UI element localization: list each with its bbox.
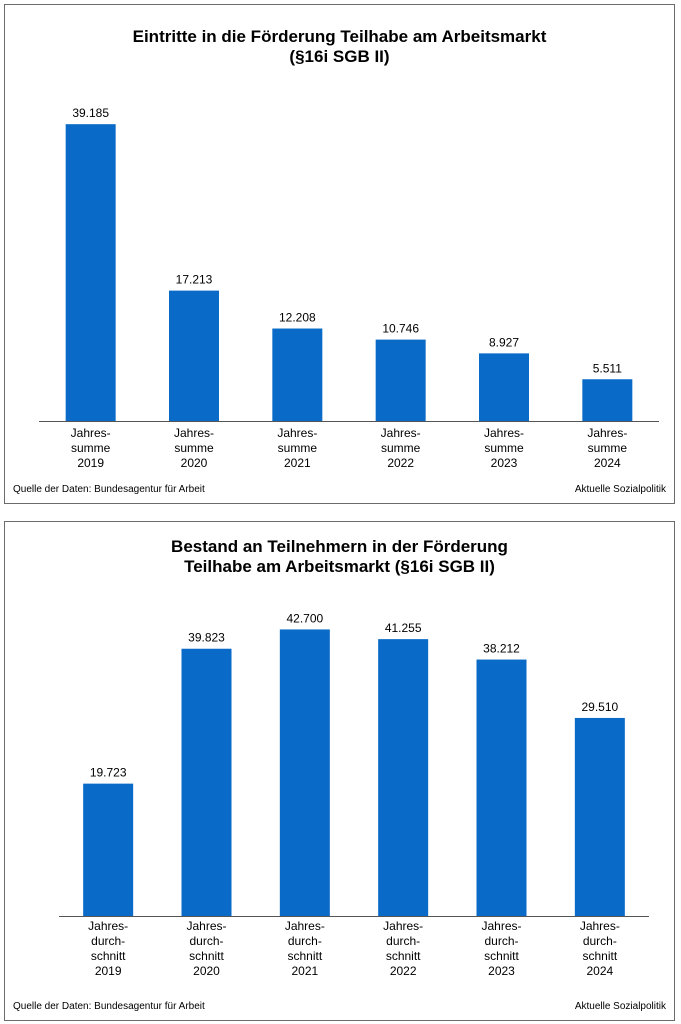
bar-value-label: 8.927 xyxy=(489,335,519,349)
category-tick-label: Jahres-summe 2019 xyxy=(71,426,111,470)
chart-panel-participants: Bestand an Teilnehmern in der Förderung … xyxy=(4,521,675,1021)
bar-chart-participants: 19.723 Jahres-durch-schnitt 2019 39.823 Jahr… xyxy=(59,611,649,978)
bar-value-label: 29.510 xyxy=(581,700,618,714)
bar xyxy=(65,124,116,422)
category-tick-label: Jahres-summe 2024 xyxy=(587,426,627,470)
bar xyxy=(574,717,625,916)
bar-value-label: 17.213 xyxy=(176,273,213,287)
category-tick-label: Jahres-summe 2021 xyxy=(277,426,317,470)
bar-value-label: 12.208 xyxy=(279,311,316,325)
category-tick-label: Jahres-summe 2020 xyxy=(174,426,214,470)
source-note: Quelle der Daten: Bundesagentur für Arbe… xyxy=(13,484,205,495)
bar xyxy=(378,639,429,916)
chart-title-line: Eintritte in die Förderung Teilhabe am A… xyxy=(132,27,547,46)
category-tick-label: Jahres-durch-schnitt 2022 xyxy=(383,919,423,978)
bar xyxy=(476,659,527,916)
category-tick-label: Jahres-durch-schnitt 2020 xyxy=(186,919,226,978)
chart-title-line: Teilhabe am Arbeitsmarkt (§16i SGB II) xyxy=(184,557,495,576)
bar xyxy=(279,629,330,916)
bar-chart-entries: 39.185 Jahres-summe 2019 17.213 Jahres-summe… xyxy=(39,106,659,470)
bar xyxy=(479,353,529,421)
bar-value-label: 10.746 xyxy=(382,322,419,336)
source-note: Quelle der Daten: Bundesagentur für Arbe… xyxy=(13,1001,205,1012)
chart-title: Bestand an Teilnehmern in der Förderung … xyxy=(5,537,674,577)
chart-title-line: Bestand an Teilnehmern in der Förderung xyxy=(171,537,508,556)
credit-note: Aktuelle Sozialpolitik xyxy=(574,1001,666,1012)
bar-value-label: 42.700 xyxy=(286,611,323,625)
credit-note: Aktuelle Sozialpolitik xyxy=(574,484,666,495)
category-tick-label: Jahres-durch-schnitt 2024 xyxy=(580,919,620,978)
bar-value-label: 41.255 xyxy=(385,621,422,635)
bar xyxy=(83,783,134,916)
chart-panel-entries: Eintritte in die Förderung Teilhabe am A… xyxy=(4,4,675,504)
bar xyxy=(169,290,219,421)
bar xyxy=(272,328,323,421)
bar-value-label: 38.212 xyxy=(483,642,520,656)
category-tick-label: Jahres-summe 2023 xyxy=(484,426,524,470)
bar-value-label: 5.511 xyxy=(593,361,622,375)
chart-title-line: (§16i SGB II) xyxy=(289,47,390,66)
bar xyxy=(181,648,232,916)
chart-title: Eintritte in die Förderung Teilhabe am A… xyxy=(5,27,674,67)
bar-value-label: 19.723 xyxy=(90,766,127,780)
bar xyxy=(375,339,426,421)
category-tick-label: Jahres-durch-schnitt 2019 xyxy=(88,919,128,978)
category-tick-label: Jahres-durch-schnitt 2021 xyxy=(285,919,325,978)
bar-value-label: 39.823 xyxy=(188,631,225,645)
category-tick-label: Jahres-summe 2022 xyxy=(381,426,421,470)
bar-value-label: 39.185 xyxy=(72,106,109,120)
bar xyxy=(582,379,633,421)
category-tick-label: Jahres-durch-schnitt 2023 xyxy=(481,919,521,978)
